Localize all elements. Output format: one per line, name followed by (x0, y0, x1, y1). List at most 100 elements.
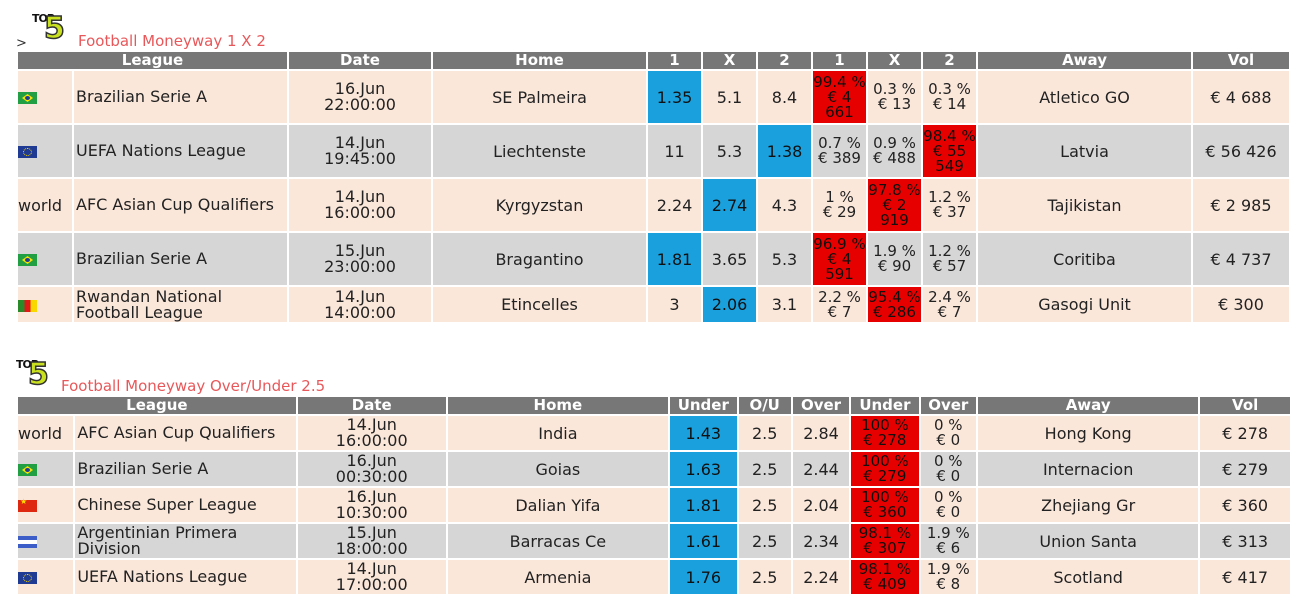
league-name[interactable]: Chinese Super League (75, 486, 296, 522)
home-team[interactable]: SE Palmeira (433, 69, 647, 123)
table-row[interactable]: Brazilian Serie A 16.Jun 22:00:00 SE Palmei… (18, 69, 1290, 123)
col-header-money-under[interactable]: Under (851, 397, 919, 414)
money-x-amount: € 488 (873, 149, 916, 167)
money-over-amount: € 8 (936, 575, 961, 593)
odd-under[interactable]: 1.43 (670, 414, 737, 450)
money-x-amount: € 13 (877, 95, 912, 113)
col-header-money-2[interactable]: 2 (923, 52, 977, 69)
home-team[interactable]: Bragantino (433, 231, 647, 285)
odd-1[interactable]: 11 (648, 123, 702, 177)
table-row[interactable]: world AFC Asian Cup Qualifiers 14.Jun 16:00… (18, 414, 1290, 450)
col-header-vol[interactable]: Vol (1193, 52, 1290, 69)
section-title-1x2[interactable]: Football Moneyway 1 X 2 (78, 32, 266, 50)
table-row[interactable]: Chinese Super League16.Jun10:30:00Dalian… (18, 486, 1290, 522)
home-team[interactable]: India (447, 414, 669, 450)
odd-2[interactable]: 4.3 (758, 177, 812, 231)
home-team[interactable]: Goias (447, 450, 669, 486)
home-team[interactable]: Liechtenste (433, 123, 647, 177)
away-team[interactable]: Gasogi Unit (978, 285, 1192, 322)
volume: € 417 (1200, 558, 1290, 594)
col-header-date[interactable]: Date (289, 52, 432, 69)
odd-1[interactable]: 2.24 (648, 177, 702, 231)
home-team[interactable]: Kyrgyzstan (433, 177, 647, 231)
odd-under[interactable]: 1.81 (670, 486, 737, 522)
league-name[interactable]: Rwandan National Football League (74, 285, 288, 322)
col-header-money-over[interactable]: Over (920, 397, 976, 414)
league-name[interactable]: Brazilian Serie A (74, 69, 288, 123)
league-name[interactable]: UEFA Nations League (75, 558, 296, 594)
col-header-odd-x[interactable]: X (703, 52, 757, 69)
odd-over[interactable]: 2.34 (792, 522, 850, 558)
col-header-date[interactable]: Date (297, 397, 446, 414)
table-row[interactable]: Brazilian Serie A 16.Jun 00:30:00 Goias 1.63… (18, 450, 1290, 486)
league-name[interactable]: Argentinian Primera Division (75, 522, 296, 558)
away-team[interactable]: Union Santa (977, 522, 1199, 558)
table-row[interactable]: Rwandan National Football League 14.Jun 14… (18, 285, 1290, 322)
money-under: 100 % € 360 (851, 486, 919, 522)
odd-2[interactable]: 5.3 (758, 231, 812, 285)
odd-over[interactable]: 2.24 (792, 558, 850, 594)
table-row[interactable]: Brazilian Serie A 15.Jun 23:00:00 Bragantin… (18, 231, 1290, 285)
col-header-home[interactable]: Home (433, 52, 647, 69)
col-header-odd-under[interactable]: Under (670, 397, 737, 414)
league-name[interactable]: Brazilian Serie A (75, 450, 296, 486)
flag-cell (18, 231, 72, 285)
col-header-money-x[interactable]: X (868, 52, 922, 69)
odd-x[interactable]: 2.74 (703, 177, 757, 231)
odd-under[interactable]: 1.63 (670, 450, 737, 486)
odd-2[interactable]: 1.38 (758, 123, 812, 177)
odd-under[interactable]: 1.76 (670, 558, 737, 594)
money-x-percent: 0.3 % (873, 80, 916, 98)
home-team[interactable]: Etincelles (433, 285, 647, 322)
league-name[interactable]: AFC Asian Cup Qualifiers (74, 177, 288, 231)
odd-2[interactable]: 8.4 (758, 69, 812, 123)
odd-under[interactable]: 1.61 (670, 522, 737, 558)
league-name[interactable]: Brazilian Serie A (74, 231, 288, 285)
table-row[interactable]: UEFA Nations League 14.Jun 17:00:00 Armenia… (18, 558, 1290, 594)
league-name[interactable]: AFC Asian Cup Qualifiers (75, 414, 296, 450)
away-team[interactable]: Hong Kong (977, 414, 1199, 450)
col-header-home[interactable]: Home (447, 397, 669, 414)
odd-over[interactable]: 2.04 (792, 486, 850, 522)
col-header-odd-2[interactable]: 2 (758, 52, 812, 69)
odd-over[interactable]: 2.44 (792, 450, 850, 486)
col-header-odd-over[interactable]: Over (792, 397, 850, 414)
table-row[interactable]: UEFA Nations League 14.Jun 19:45:00 Liechte… (18, 123, 1290, 177)
col-header-vol[interactable]: Vol (1200, 397, 1290, 414)
odd-1[interactable]: 1.35 (648, 69, 702, 123)
odd-2[interactable]: 3.1 (758, 285, 812, 322)
col-header-odd-1[interactable]: 1 (648, 52, 702, 69)
odd-1[interactable]: 1.81 (648, 231, 702, 285)
odd-x[interactable]: 5.3 (703, 123, 757, 177)
odd-x[interactable]: 5.1 (703, 69, 757, 123)
odd-x[interactable]: 2.06 (703, 285, 757, 322)
flag-cell (18, 123, 72, 177)
col-header-league[interactable]: League (18, 397, 296, 414)
col-header-money-1[interactable]: 1 (813, 52, 867, 69)
away-team[interactable]: Coritiba (978, 231, 1192, 285)
odd-over[interactable]: 2.84 (792, 414, 850, 450)
odd-x[interactable]: 3.65 (703, 231, 757, 285)
away-team[interactable]: Zhejiang Gr (977, 486, 1199, 522)
col-header-league[interactable]: League (18, 52, 288, 69)
home-team[interactable]: Dalian Yifa (447, 486, 669, 522)
table-row[interactable]: world AFC Asian Cup Qualifiers 14.Jun 16:00… (18, 177, 1290, 231)
home-team[interactable]: Armenia (447, 558, 669, 594)
home-team[interactable]: Barracas Ce (447, 522, 669, 558)
away-team[interactable]: Latvia (978, 123, 1192, 177)
table-row[interactable]: Argentinian Primera Division 15.Jun 18:00:… (18, 522, 1290, 558)
league-name[interactable]: UEFA Nations League (74, 123, 288, 177)
match-day: 14.Jun (334, 133, 386, 152)
col-header-away[interactable]: Away (977, 397, 1199, 414)
away-team[interactable]: Internacion (977, 450, 1199, 486)
away-team[interactable]: Atletico GO (978, 69, 1192, 123)
col-header-away[interactable]: Away (978, 52, 1192, 69)
away-team[interactable]: Scotland (977, 558, 1199, 594)
col-header-ou-line[interactable]: O/U (738, 397, 791, 414)
section-1-header: > TOP 5 Football Moneyway 1 X 2 (16, 12, 416, 51)
odd-1[interactable]: 3 (648, 285, 702, 322)
section-title-over-under[interactable]: Football Moneyway Over/Under 2.5 (61, 377, 326, 395)
flag-cell: world (18, 414, 74, 450)
away-team[interactable]: Tajikistan (978, 177, 1192, 231)
money-over: 0 % € 0 (920, 486, 976, 522)
